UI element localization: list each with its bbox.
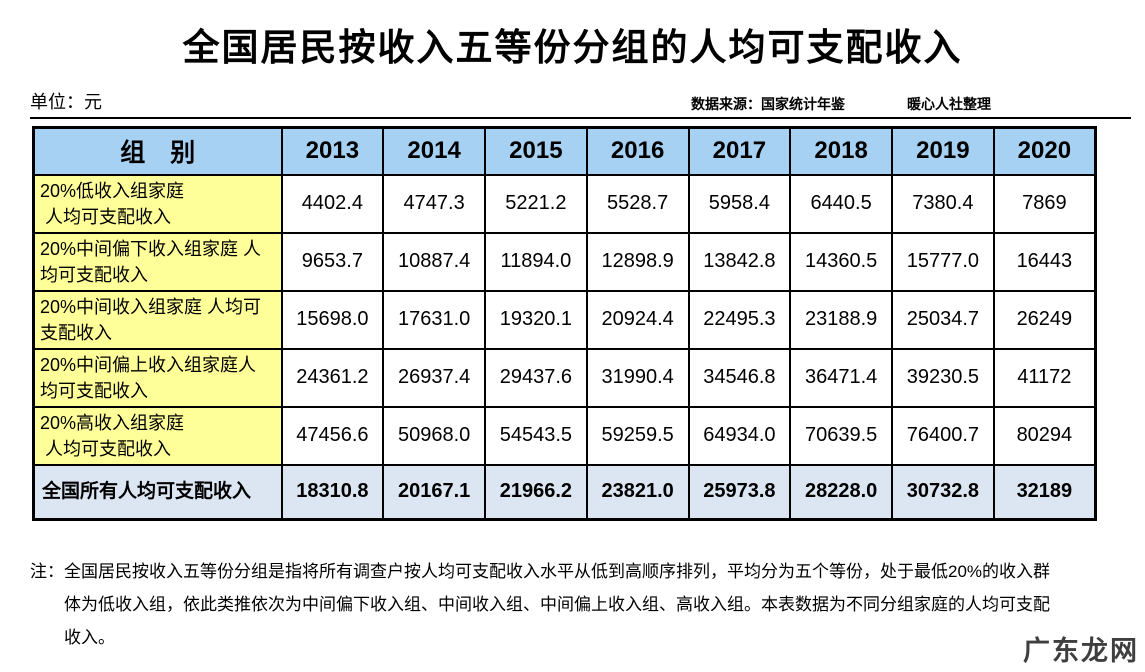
row-label-low-income: 20%低收入组家庭 人均可支配收入 (32, 173, 283, 234)
year-header-2019: 2019 (891, 126, 995, 176)
year-header-2017: 2017 (687, 126, 792, 176)
cell-uppermid-2015: 29437.6 (484, 347, 588, 408)
cell-total-2018: 28228.0 (789, 463, 893, 521)
cell-uppermid-2013: 24361.2 (280, 347, 385, 408)
unit-label: 单位：元 (30, 92, 102, 113)
cell-uppermid-2020: 41172 (992, 347, 1097, 408)
cell-total-2016: 23821.0 (585, 463, 690, 521)
year-header-2015: 2015 (484, 126, 588, 176)
table-header-row: 组 别 2013 2014 2015 2016 2017 2018 2019 2… (32, 126, 1097, 176)
cell-low-2017: 5958.4 (687, 173, 792, 234)
year-header-2020: 2020 (992, 126, 1097, 176)
cell-mid-2017: 22495.3 (687, 289, 792, 350)
cell-lowermid-2016: 12898.9 (585, 231, 690, 292)
cell-low-2020: 7869 (992, 173, 1097, 234)
table-row-high-income: 20%高收入组家庭 人均可支配收入 47456.6 50968.0 54543.… (32, 405, 1097, 466)
cell-high-2017: 64934.0 (687, 405, 792, 466)
cell-total-2020: 32189 (992, 463, 1097, 521)
cell-mid-2020: 26249 (992, 289, 1097, 350)
meta-row: 单位：元 数据来源：国家统计年鉴 暖心人社整理 (30, 88, 1131, 120)
cell-lowermid-2020: 16443 (992, 231, 1097, 292)
cell-low-2016: 5528.7 (585, 173, 690, 234)
cell-low-2013: 4402.4 (280, 173, 385, 234)
table-row-lower-middle-income: 20%中间偏下收入组家庭 人 均可支配收入 9653.7 10887.4 118… (32, 231, 1097, 292)
page-title: 全国居民按收入五等份分组的人均可支配收入 (182, 27, 963, 68)
year-header-2018: 2018 (789, 126, 893, 176)
footnote-line-3: 收入。 (64, 628, 115, 648)
cell-uppermid-2016: 31990.4 (585, 347, 690, 408)
cell-lowermid-2013: 9653.7 (280, 231, 385, 292)
cell-uppermid-2018: 36471.4 (789, 347, 893, 408)
cell-uppermid-2017: 34546.8 (687, 347, 792, 408)
cell-total-2015: 21966.2 (484, 463, 588, 521)
watermark: 广东龙网 (1023, 636, 1139, 666)
year-header-2014: 2014 (382, 126, 486, 176)
table-row-middle-income: 20%中间收入组家庭 人均可 支配收入 15698.0 17631.0 1932… (32, 289, 1097, 350)
cell-mid-2018: 23188.9 (789, 289, 893, 350)
table-row-upper-middle-income: 20%中间偏上收入组家庭人 均可支配收入 24361.2 26937.4 294… (32, 347, 1097, 408)
cell-high-2013: 47456.6 (280, 405, 385, 466)
credit-label: 暖心人社整理 (907, 96, 991, 113)
row-label-lower-middle-income: 20%中间偏下收入组家庭 人 均可支配收入 (32, 231, 283, 292)
cell-total-2013: 18310.8 (280, 463, 385, 521)
cell-lowermid-2015: 11894.0 (484, 231, 588, 292)
row-label-upper-middle-income: 20%中间偏上收入组家庭人 均可支配收入 (32, 347, 283, 408)
year-header-2013: 2013 (280, 126, 385, 176)
year-header-2016: 2016 (585, 126, 690, 176)
footnote: 注：全国居民按收入五等份分组是指将所有调查户按人均可支配收入水平从低到高顺序排列… (30, 555, 1125, 654)
cell-high-2019: 76400.7 (891, 405, 995, 466)
cell-total-2019: 30732.8 (891, 463, 995, 521)
footnote-line-2: 体为低收入组，依此类推依次为中间偏下收入组、中间收入组、中间偏上收入组、高收入组… (64, 595, 1050, 615)
cell-high-2014: 50968.0 (382, 405, 486, 466)
row-label-national-total: 全国所有人均可支配收入 (32, 463, 283, 521)
cell-low-2015: 5221.2 (484, 173, 588, 234)
cell-low-2019: 7380.4 (891, 173, 995, 234)
cell-low-2018: 6440.5 (789, 173, 893, 234)
cell-high-2015: 54543.5 (484, 405, 588, 466)
cell-uppermid-2014: 26937.4 (382, 347, 486, 408)
cell-mid-2016: 20924.4 (585, 289, 690, 350)
row-label-middle-income: 20%中间收入组家庭 人均可 支配收入 (32, 289, 283, 350)
cell-total-2017: 25973.8 (687, 463, 792, 521)
cell-low-2014: 4747.3 (382, 173, 486, 234)
cell-high-2020: 80294 (992, 405, 1097, 466)
source-group: 数据来源：国家统计年鉴 暖心人社整理 (691, 94, 991, 114)
footnote-line-1: 注：全国居民按收入五等份分组是指将所有调查户按人均可支配收入水平从低到高顺序排列… (30, 562, 1051, 582)
row-label-high-income: 20%高收入组家庭 人均可支配收入 (32, 405, 283, 466)
cell-lowermid-2018: 14360.5 (789, 231, 893, 292)
data-source-label: 数据来源：国家统计年鉴 (691, 96, 845, 113)
cell-lowermid-2014: 10887.4 (382, 231, 486, 292)
table-row-low-income: 20%低收入组家庭 人均可支配收入 4402.4 4747.3 5221.2 5… (32, 173, 1097, 234)
cell-lowermid-2017: 13842.8 (687, 231, 792, 292)
cell-mid-2015: 19320.1 (484, 289, 588, 350)
group-header-cell: 组 别 (32, 126, 283, 176)
cell-lowermid-2019: 15777.0 (891, 231, 995, 292)
cell-mid-2019: 25034.7 (891, 289, 995, 350)
cell-uppermid-2019: 39230.5 (891, 347, 995, 408)
cell-high-2016: 59259.5 (585, 405, 690, 466)
cell-mid-2013: 15698.0 (280, 289, 385, 350)
table-row-national-total: 全国所有人均可支配收入 18310.8 20167.1 21966.2 2382… (32, 463, 1097, 521)
cell-mid-2014: 17631.0 (382, 289, 486, 350)
cell-high-2018: 70639.5 (789, 405, 893, 466)
cell-total-2014: 20167.1 (382, 463, 486, 521)
income-table: 组 别 2013 2014 2015 2016 2017 2018 2019 2… (32, 126, 1097, 522)
